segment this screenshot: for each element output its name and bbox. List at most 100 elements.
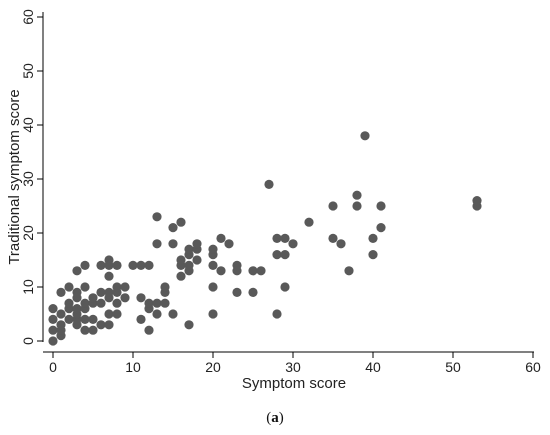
caption-letter: a: [271, 410, 279, 426]
data-point: [88, 325, 98, 335]
data-point: [96, 287, 106, 297]
data-point: [64, 314, 74, 324]
data-point: [304, 217, 314, 227]
data-point: [376, 223, 386, 233]
data-point: [184, 320, 194, 330]
data-point: [288, 239, 298, 249]
data-point: [160, 282, 170, 292]
caption-close: ): [278, 410, 284, 426]
data-point: [80, 282, 90, 292]
data-point: [368, 250, 378, 260]
data-point: [136, 260, 146, 270]
data-point: [80, 260, 90, 270]
data-point: [232, 260, 242, 270]
data-point: [368, 233, 378, 243]
data-point: [248, 266, 258, 276]
data-point: [168, 309, 178, 319]
data-point: [216, 266, 226, 276]
data-point: [104, 260, 114, 270]
data-point: [64, 298, 74, 308]
data-point: [136, 293, 146, 303]
y-tick-label: 60: [20, 9, 36, 25]
x-tick-label: 40: [365, 359, 381, 375]
data-point: [360, 131, 370, 141]
data-point: [176, 217, 186, 227]
data-point: [56, 309, 66, 319]
data-point: [272, 233, 282, 243]
data-point: [264, 179, 274, 189]
data-point: [328, 201, 338, 211]
x-axis-title: Symptom score: [242, 375, 346, 392]
data-point: [160, 298, 170, 308]
data-point: [336, 239, 346, 249]
data-point: [152, 298, 162, 308]
data-point: [96, 320, 106, 330]
x-axis: 0 10 20 30 40 50 60 Symptom score: [43, 351, 541, 392]
data-point: [120, 282, 130, 292]
data-point: [96, 298, 106, 308]
data-point: [104, 271, 114, 281]
data-point: [136, 314, 146, 324]
y-tick-label: 30: [20, 171, 36, 187]
data-point: [328, 233, 338, 243]
data-point: [112, 260, 122, 270]
y-tick-label: 0: [20, 337, 36, 345]
data-point: [104, 309, 114, 319]
y-axis: 0 10 20 30 40 50 60 Traditional symptom score: [6, 9, 44, 345]
data-point: [232, 287, 242, 297]
data-point: [280, 233, 290, 243]
data-point: [376, 201, 386, 211]
y-axis-title: Traditional symptom score: [6, 89, 23, 264]
data-point: [216, 233, 226, 243]
data-point: [72, 287, 82, 297]
data-point: [152, 239, 162, 249]
data-point: [472, 196, 482, 206]
data-point: [56, 287, 66, 297]
data-point: [168, 239, 178, 249]
data-point: [168, 223, 178, 233]
data-point: [344, 266, 354, 276]
data-point: [272, 309, 282, 319]
data-point: [184, 260, 194, 270]
data-point: [112, 282, 122, 292]
data-point: [192, 239, 202, 249]
data-point: [352, 201, 362, 211]
data-point: [184, 244, 194, 254]
data-point: [120, 293, 130, 303]
data-points: [48, 131, 482, 346]
y-tick-label: 40: [20, 117, 36, 133]
data-point: [112, 309, 122, 319]
caption-open: (: [266, 410, 272, 426]
data-point: [48, 336, 58, 346]
data-point: [352, 190, 362, 200]
data-point: [48, 325, 58, 335]
data-point: [64, 282, 74, 292]
data-point: [80, 325, 90, 335]
data-point: [80, 298, 90, 308]
x-tick-label: 50: [445, 359, 461, 375]
data-point: [144, 260, 154, 270]
data-point: [256, 266, 266, 276]
y-tick-label: 10: [20, 279, 36, 295]
figure-caption: (a): [0, 410, 550, 427]
y-tick-label: 20: [20, 225, 36, 241]
data-point: [176, 271, 186, 281]
y-tick-label: 50: [20, 63, 36, 79]
data-point: [280, 282, 290, 292]
data-point: [88, 314, 98, 324]
data-point: [56, 320, 66, 330]
data-point: [224, 239, 234, 249]
data-point: [104, 320, 114, 330]
data-point: [112, 298, 122, 308]
data-point: [208, 260, 218, 270]
data-point: [144, 325, 154, 335]
data-point: [88, 293, 98, 303]
data-point: [152, 309, 162, 319]
data-point: [144, 298, 154, 308]
data-point: [104, 287, 114, 297]
data-point: [272, 250, 282, 260]
data-point: [48, 314, 58, 324]
data-point: [48, 304, 58, 314]
x-tick-label: 30: [285, 359, 301, 375]
